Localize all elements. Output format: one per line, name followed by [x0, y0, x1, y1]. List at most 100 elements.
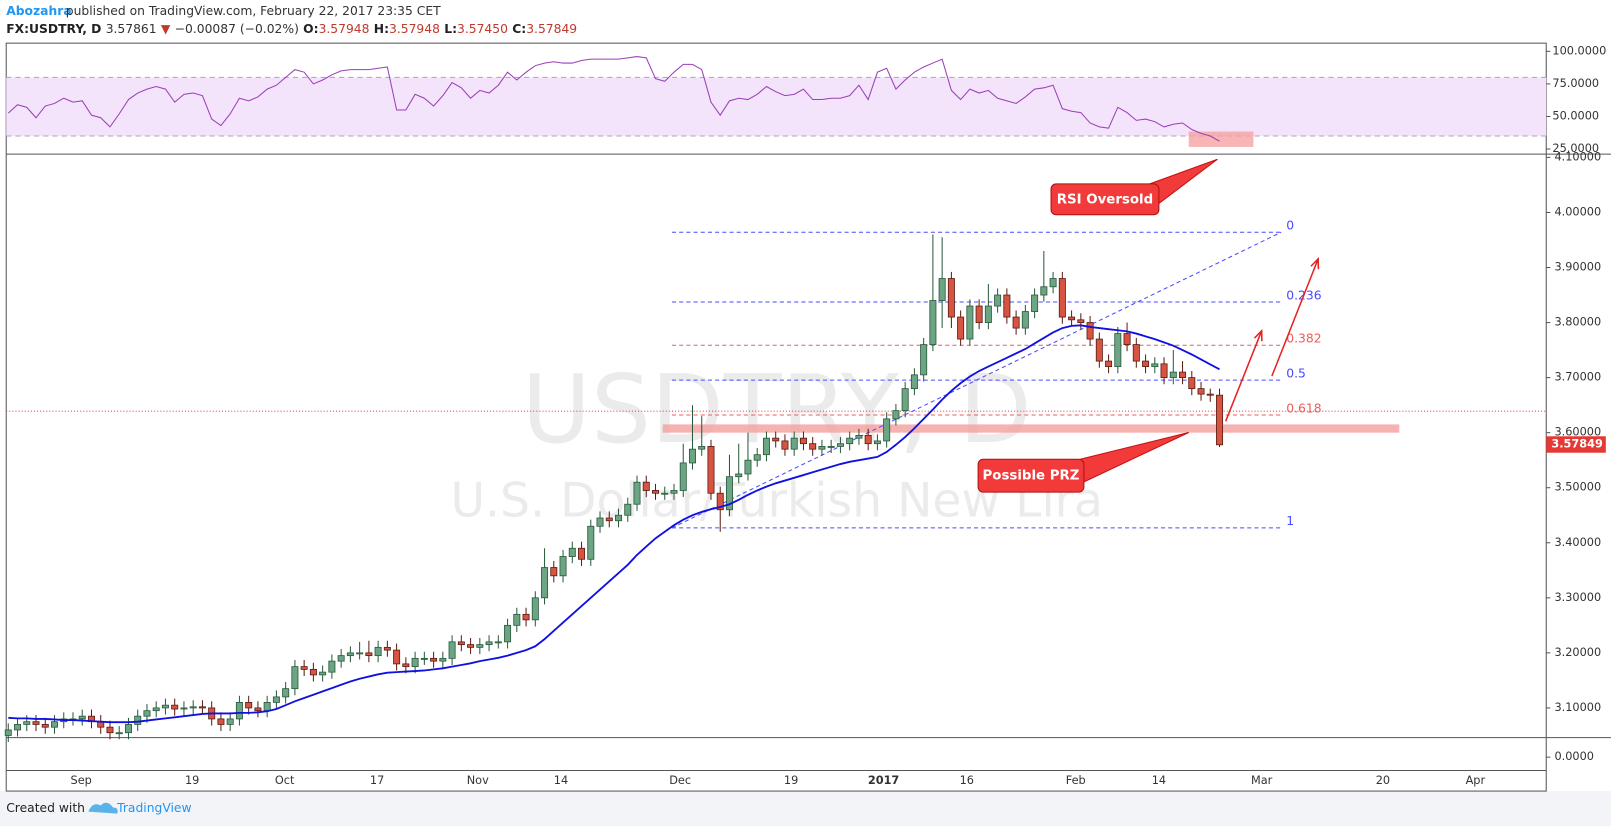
watermark: USDTRY, D	[522, 355, 1032, 465]
candle-body	[633, 481, 641, 505]
y-tick-label: 3.80000	[1554, 316, 1601, 329]
candle-body	[1031, 294, 1039, 312]
candle-body	[14, 724, 22, 731]
candle-body	[1077, 319, 1085, 323]
candle-body	[818, 446, 826, 450]
close-label: C:	[512, 21, 526, 35]
candle-body	[947, 278, 955, 318]
x-tick-label: 16	[960, 774, 974, 787]
annotation: RSI Oversold	[1057, 192, 1153, 207]
lower-tick-label: 0.0000	[1554, 750, 1594, 763]
header-info: FX:USDTRY, D 3.57861 ▼ −0.00087 (−0.02%)…	[6, 21, 577, 35]
candle-body	[1188, 377, 1196, 390]
rsi-zone	[1188, 131, 1254, 147]
candle-body	[226, 718, 234, 725]
x-tick-label: 20	[1376, 774, 1390, 787]
candle-body	[124, 724, 132, 734]
candle-body	[781, 440, 789, 450]
candle-body	[652, 490, 659, 494]
candle-body	[531, 597, 539, 621]
candle-body	[383, 646, 391, 651]
candle-body	[873, 440, 881, 445]
candle-body	[4, 729, 12, 736]
y-tick-label: 3.90000	[1554, 261, 1601, 274]
x-tick-label: 19	[784, 774, 798, 787]
candle-body	[587, 525, 595, 560]
candle-body	[836, 443, 844, 447]
high-value: 3.57948	[389, 21, 440, 35]
candle-body	[1151, 363, 1159, 368]
candle-body	[605, 517, 613, 522]
arrow-head	[1253, 328, 1263, 342]
candle-body	[920, 344, 928, 376]
rsi-tick-label: 75.0000	[1552, 77, 1599, 90]
y-tick-label: 3.70000	[1554, 371, 1601, 384]
candle-body	[143, 710, 151, 717]
candle-body	[430, 657, 438, 662]
candle-body	[78, 715, 86, 720]
candle-body	[688, 448, 696, 464]
candle-body	[356, 652, 364, 655]
candle-body	[846, 437, 854, 445]
footer-brand[interactable]: TradingView	[116, 801, 191, 815]
candle-body	[494, 641, 502, 644]
y-tick-label: 4.10000	[1554, 150, 1601, 163]
x-tick-label: Apr	[1466, 774, 1486, 787]
candle-body	[189, 706, 197, 709]
candle-body	[855, 435, 863, 439]
candle-body	[762, 437, 770, 456]
candle-body	[439, 657, 447, 662]
candle-body	[1114, 333, 1122, 368]
y-tick-label: 3.30000	[1554, 591, 1601, 604]
candle-body	[864, 435, 872, 445]
candle-body	[929, 300, 937, 345]
candle-body	[1049, 278, 1057, 288]
candle-body	[1068, 316, 1076, 321]
candle-body	[1142, 360, 1150, 368]
candle-body	[504, 624, 512, 643]
candle-body	[180, 707, 188, 710]
candle-body	[1040, 286, 1048, 296]
candle-body	[1058, 278, 1066, 318]
candle-body	[291, 666, 299, 690]
arrow-head	[1310, 257, 1320, 270]
candle-body	[550, 567, 558, 577]
x-tick-label: 2017	[868, 774, 899, 787]
candle-body	[661, 492, 669, 495]
prz-zone	[662, 424, 1400, 433]
candle-body	[559, 556, 567, 577]
candle-body	[393, 649, 401, 665]
candle-body	[938, 278, 946, 301]
frame	[5, 42, 1547, 792]
candle-body	[1086, 322, 1094, 340]
candle-body	[485, 641, 493, 646]
candle-body	[272, 696, 280, 703]
y-tick-label: 3.40000	[1554, 536, 1601, 549]
candle-body	[1197, 388, 1205, 395]
candle-body	[115, 732, 123, 735]
candle-body	[910, 374, 918, 390]
x-tick-label: 14	[554, 774, 568, 787]
candle-body	[448, 641, 456, 659]
candle-body	[235, 702, 243, 720]
fib-label: 1	[1286, 514, 1294, 528]
x-tick-label: 19	[185, 774, 199, 787]
x-tick-label: Oct	[275, 774, 295, 787]
candle-body	[134, 715, 142, 725]
candle-body	[346, 652, 354, 657]
candle-body	[744, 459, 752, 475]
candle-body	[513, 613, 521, 626]
candle-body	[753, 454, 761, 461]
high-label: H:	[374, 21, 389, 35]
close-value: 3.57849	[526, 21, 577, 35]
candle-body	[171, 704, 179, 710]
candle-body	[467, 644, 475, 648]
callout-box	[1050, 183, 1160, 216]
candle-body	[883, 418, 891, 442]
arrow	[1224, 330, 1263, 422]
candle-body	[152, 707, 160, 712]
candle-body	[161, 704, 169, 709]
candle-body	[1169, 371, 1177, 379]
